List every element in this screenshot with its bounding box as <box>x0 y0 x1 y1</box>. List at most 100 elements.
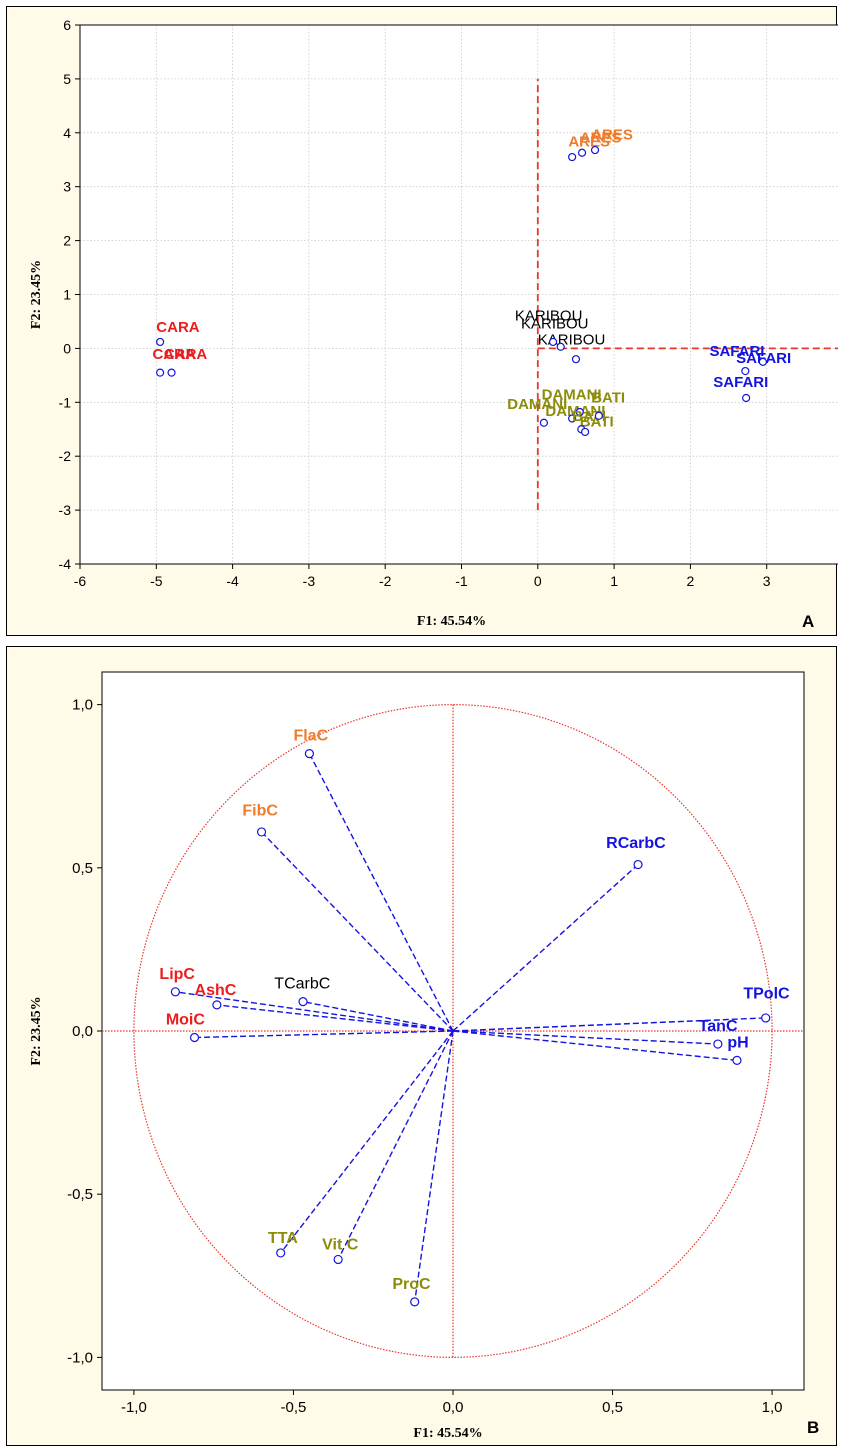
data-point-ares <box>568 152 577 162</box>
x-tick-label: 3 <box>763 573 771 589</box>
point-label-ares: ARES <box>568 133 610 150</box>
variable-label-tanc: TanC <box>699 1018 738 1035</box>
y-tick-label: 3 <box>63 179 71 195</box>
x-axis-title: F1: 45.54% <box>413 1426 482 1441</box>
variable-label-vit-c: Vit C <box>322 1237 359 1254</box>
point-label-karibou: KARIBOU <box>521 315 589 332</box>
x-tick-label: -5 <box>150 573 163 589</box>
point-label-cara: CARA <box>156 319 199 336</box>
variable-point-lipc <box>170 987 180 997</box>
chart-panel-b: -1,0 -0,5 0,0 0,5 1,0 -1,0 -0,5 0,0 0,5 1,0 FlaC Fi… <box>6 646 837 1446</box>
point-label-cara: CARA <box>164 346 207 363</box>
point-label-damani: DAMANI <box>542 387 602 404</box>
variable-label-ashc: AshC <box>195 982 237 999</box>
point-label-karibou: KARIBOU <box>515 307 583 324</box>
variable-label-proc: ProC <box>392 1276 431 1293</box>
y-tick-label: -2 <box>59 448 72 464</box>
y-tick-label: -3 <box>59 502 72 518</box>
data-point-ares <box>577 148 587 157</box>
data-point-cara <box>156 337 165 347</box>
data-point-safari <box>758 357 767 366</box>
y-tick-label: -1,0 <box>67 1349 93 1366</box>
variable-label-rcarbc: RCarbC <box>606 835 666 852</box>
point-label-karibou: KARIBOU <box>538 332 606 349</box>
variable-label-flac: FlaC <box>293 728 328 745</box>
x-tick-label: -1 <box>455 573 468 589</box>
x-tick-label: 0,5 <box>602 1399 623 1416</box>
variable-label-lipc: LipC <box>159 966 195 983</box>
loading-vector-flac <box>308 753 454 1032</box>
x-tick-label: -6 <box>74 573 87 589</box>
variable-point-tcarbc <box>298 997 308 1007</box>
scatter-plot-observations: -6-5-4-3-2-101234-4-3-2-10123456CARACARA… <box>29 17 838 631</box>
variable-point-tanc <box>713 1039 723 1049</box>
data-point-damani <box>575 407 584 417</box>
x-tick-label: 0 <box>534 573 542 589</box>
point-label-safari: SAFARI <box>713 374 768 391</box>
x-tick-label: -4 <box>226 573 239 589</box>
point-label-damani: DAMANI <box>507 396 567 413</box>
loading-vector-rcarbc <box>452 864 639 1032</box>
variable-point-ph <box>732 1055 742 1065</box>
loading-vector-vit-c <box>337 1030 454 1260</box>
x-tick-label: -2 <box>379 573 392 589</box>
loading-vector-ashc <box>216 1004 454 1032</box>
point-label-ares: ARES <box>580 130 622 147</box>
loading-vector-tpolc <box>452 1017 766 1032</box>
point-label-ares: ARES <box>591 126 633 143</box>
point-label-safari: SAFARI <box>709 343 764 360</box>
data-point-bati <box>594 411 603 420</box>
panel-label: B <box>807 1418 819 1437</box>
variable-point-tpolc <box>761 1013 771 1023</box>
data-point-ares <box>590 145 600 155</box>
data-point-cara <box>156 368 165 377</box>
y-tick-label: -1 <box>59 394 72 410</box>
x-axis-title: F1: 45.54% <box>417 614 486 629</box>
chart-panel-a: -6-5-4-3-2-101234-4-3-2-10123456CARACARA… <box>6 6 838 636</box>
data-point-damani <box>539 418 549 427</box>
y-axis-title: F2: 23.45% <box>29 260 44 329</box>
y-tick-label: 0,0 <box>72 1023 93 1040</box>
y-axis-title: F2: 23.45% <box>29 996 44 1065</box>
y-tick-label: -0,5 <box>67 1186 93 1203</box>
data-point-cara <box>167 368 176 377</box>
data-point-karibou <box>548 337 558 347</box>
y-tick-label: 6 <box>63 17 71 33</box>
variable-label-fibc: FibC <box>242 803 278 820</box>
variable-point-ashc <box>212 1000 222 1010</box>
variable-label-ph: pH <box>727 1034 748 1051</box>
variable-label-moic: MoiC <box>166 1011 206 1028</box>
panel-label: A <box>802 612 814 631</box>
x-tick-label: 1,0 <box>762 1399 783 1416</box>
data-point-karibou <box>571 355 581 364</box>
variable-point-flac <box>304 748 315 759</box>
y-tick-label: 2 <box>63 233 71 249</box>
loading-vector-lipc <box>175 991 454 1032</box>
variable-point-rcarbc <box>633 859 643 870</box>
data-point-bati <box>581 427 590 437</box>
data-point-damani <box>568 414 577 423</box>
data-point-karibou <box>556 342 565 351</box>
x-tick-label: 2 <box>687 573 695 589</box>
point-label-damani: DAMANI <box>545 403 605 420</box>
x-tick-label: 1 <box>610 573 618 589</box>
y-tick-label: 4 <box>63 125 71 141</box>
variable-point-proc <box>410 1297 420 1307</box>
data-point-safari <box>741 393 751 403</box>
variable-point-vit-c <box>333 1254 343 1265</box>
variable-point-tta <box>276 1248 286 1258</box>
y-tick-label: 0,5 <box>72 860 93 877</box>
x-tick-label: -1,0 <box>121 1399 147 1416</box>
loading-vector-tcarbc <box>302 1000 454 1032</box>
loading-vector-moic <box>194 1030 454 1039</box>
variable-label-tcarbc: TCarbC <box>274 976 330 993</box>
point-label-bati: BATI <box>591 389 625 406</box>
variable-point-moic <box>189 1032 200 1043</box>
variable-label-tta: TTA <box>268 1230 298 1247</box>
point-label-cara: CARA <box>152 346 195 363</box>
variable-point-fibc <box>256 827 267 837</box>
y-tick-label: 1,0 <box>72 697 93 714</box>
loading-vector-ph <box>452 1030 738 1062</box>
x-tick-label: -0,5 <box>281 1399 307 1416</box>
y-tick-label: 1 <box>63 287 71 303</box>
